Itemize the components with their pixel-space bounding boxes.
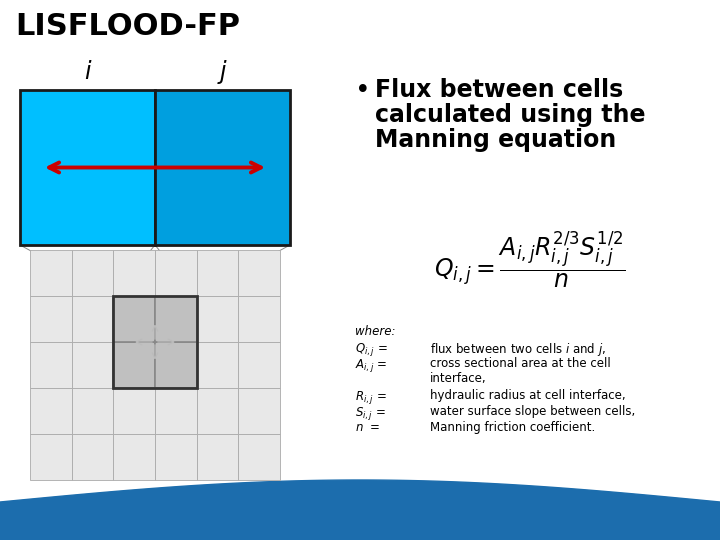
Text: Manning friction coefficient.: Manning friction coefficient. [430,421,595,434]
Bar [113,296,155,342]
Bar [197,434,238,480]
Bar [30,296,72,342]
Text: i: i [84,60,91,84]
Text: $Q_{i,j}$ =: $Q_{i,j}$ = [355,341,388,358]
Text: $S_{i,j}$ =: $S_{i,j}$ = [355,405,386,422]
Text: where:: where: [355,325,395,338]
Bar [155,90,290,245]
Bar [155,342,197,388]
Bar [30,434,72,480]
Bar [238,388,280,434]
Bar [155,296,197,342]
Text: Flux between cells: Flux between cells [375,78,624,102]
Bar [238,342,280,388]
Bar [155,388,197,434]
Text: hydraulic radius at cell interface,: hydraulic radius at cell interface, [430,389,626,402]
Bar [238,250,280,296]
Polygon shape [0,480,720,540]
Bar [197,296,238,342]
Bar [72,434,113,480]
Bar [113,342,155,388]
Bar [72,250,113,296]
Text: •: • [355,78,371,104]
Bar [30,388,72,434]
Text: $n$  =: $n$ = [355,421,381,434]
Bar [20,90,155,245]
Bar [238,296,280,342]
Text: $A_{i,j}$ =: $A_{i,j}$ = [355,357,387,374]
Bar [113,434,155,480]
Text: calculated using the: calculated using the [375,103,646,127]
Text: water surface slope between cells,: water surface slope between cells, [430,405,635,418]
Bar [113,250,155,296]
Text: LISFLOOD-FP: LISFLOOD-FP [15,12,240,41]
Bar [197,250,238,296]
Bar [155,434,197,480]
Text: j: j [219,60,226,84]
Text: Manning equation: Manning equation [375,128,616,152]
Bar [72,342,113,388]
Bar [197,342,238,388]
Text: $Q_{i,j} = \dfrac{A_{i,j}R_{i,j}^{2/3}S_{i,j}^{1/2}}{n}$: $Q_{i,j} = \dfrac{A_{i,j}R_{i,j}^{2/3}S_… [434,230,626,291]
Bar [238,434,280,480]
Bar [72,388,113,434]
Text: flux between two cells $i$ and $j$,: flux between two cells $i$ and $j$, [430,341,606,358]
Text: cross sectional area at the cell
interface,: cross sectional area at the cell interfa… [430,357,611,385]
Bar [72,296,113,342]
Bar [113,388,155,434]
Bar [30,342,72,388]
Bar [30,250,72,296]
Bar [155,250,197,296]
Bar [197,388,238,434]
Text: $R_{i,j}$ =: $R_{i,j}$ = [355,389,387,406]
Bar [113,296,197,388]
